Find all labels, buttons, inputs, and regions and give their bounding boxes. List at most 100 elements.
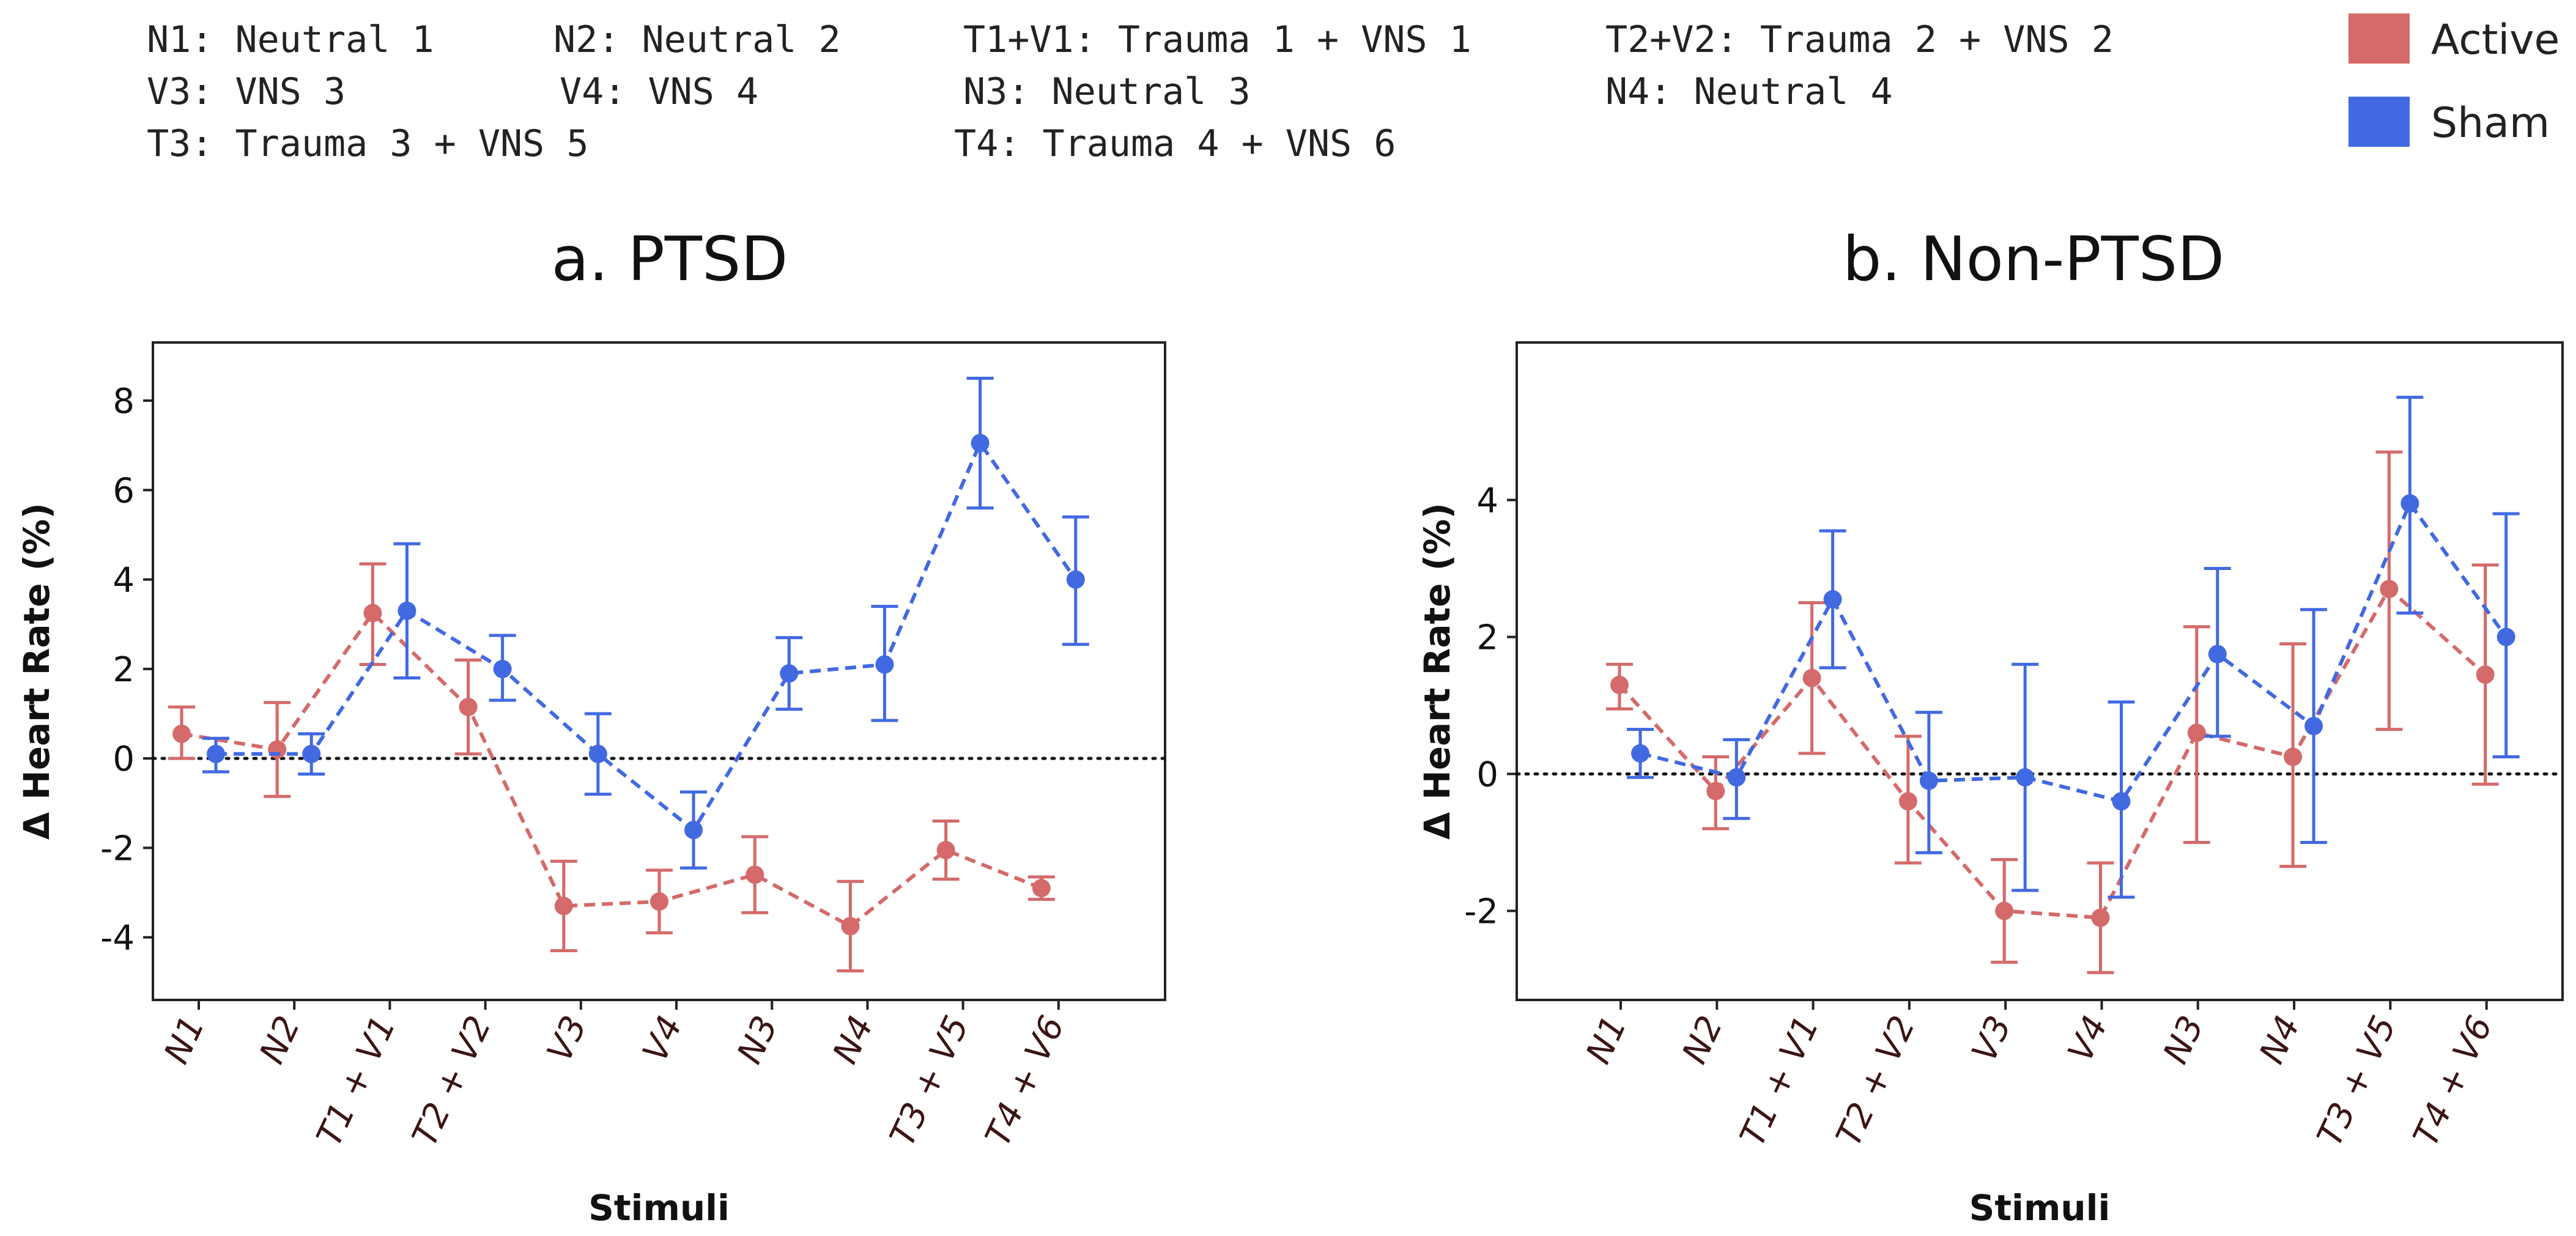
abbr-v4: V4: VNS 4 bbox=[560, 70, 758, 113]
abbr-n1: N1: Neutral 1 bbox=[147, 18, 434, 61]
legend: Active Sham bbox=[2348, 13, 2559, 147]
series-active bbox=[168, 562, 1055, 972]
x-tick-label: N2 bbox=[1675, 1010, 1731, 1070]
series-sham bbox=[1627, 396, 2520, 899]
abbr-t3: T3: Trauma 3 + VNS 5 bbox=[147, 122, 588, 165]
series-line-sham bbox=[1640, 500, 2508, 804]
data-point-sham bbox=[1919, 771, 1938, 790]
y-axis-label: Δ Heart Rate (%) bbox=[16, 503, 57, 840]
y-tick-label: 2 bbox=[113, 650, 135, 690]
series-sham bbox=[202, 377, 1089, 870]
data-point-sham bbox=[2400, 494, 2419, 513]
data-point-active bbox=[459, 698, 478, 717]
data-point-sham bbox=[1066, 570, 1085, 589]
x-tick-label: T2 + V2 bbox=[1829, 1010, 1923, 1152]
abbr-n2: N2: Neutral 2 bbox=[553, 18, 841, 61]
y-tick-label: 6 bbox=[113, 471, 135, 511]
data-point-sham bbox=[1823, 590, 1842, 609]
data-point-sham bbox=[493, 659, 512, 678]
data-point-active bbox=[1610, 675, 1629, 694]
data-point-sham bbox=[684, 821, 703, 840]
abbreviation-key: N1: Neutral 1 N2: Neutral 2 T1+V1: Traum… bbox=[147, 18, 2114, 165]
y-tick-label: 2 bbox=[1476, 618, 1498, 658]
data-point-active bbox=[2187, 723, 2206, 742]
data-point-sham bbox=[971, 434, 990, 453]
abbr-v3: V3: VNS 3 bbox=[147, 70, 346, 113]
data-point-active bbox=[2091, 908, 2110, 927]
x-tick-label: N1 bbox=[1579, 1010, 1635, 1070]
data-point-active bbox=[268, 740, 287, 759]
abbr-t2v2: T2+V2: Trauma 2 + VNS 2 bbox=[1605, 18, 2114, 61]
x-tick-label: N2 bbox=[252, 1010, 308, 1070]
abbr-n4: N4: Neutral 4 bbox=[1605, 70, 1893, 113]
data-point-active bbox=[2284, 747, 2303, 766]
data-point-active bbox=[2380, 580, 2399, 599]
legend-swatch-sham bbox=[2348, 97, 2410, 147]
data-point-sham bbox=[302, 744, 321, 763]
abbr-n3: N3: Neutral 3 bbox=[963, 70, 1251, 113]
series-active bbox=[1606, 450, 2499, 974]
data-point-sham bbox=[2208, 645, 2227, 664]
x-tick-label: T4 + V6 bbox=[978, 1010, 1073, 1152]
x-tick-label: N1 bbox=[157, 1010, 213, 1070]
data-point-active bbox=[746, 865, 764, 884]
data-point-active bbox=[650, 892, 668, 911]
data-point-active bbox=[1032, 879, 1051, 898]
x-tick-label: N3 bbox=[2156, 1010, 2212, 1070]
legend-label-active: Active bbox=[2431, 16, 2559, 64]
data-point-active bbox=[1706, 782, 1725, 801]
x-tick-label: N3 bbox=[730, 1010, 786, 1070]
panel-title-non-ptsd: b. Non-PTSD bbox=[1843, 223, 2224, 295]
x-tick-label: T3 + V5 bbox=[2310, 1010, 2405, 1152]
y-tick-label: -2 bbox=[1464, 892, 1498, 931]
y-tick-label: -2 bbox=[100, 829, 135, 868]
panel-ptsd: -4 -2 0 2 4 6 8 N1 N2 T1 + V1 T2 + V2 V3 V4 N3 N4 T3 + … bbox=[16, 341, 1167, 1229]
series-line-sham bbox=[216, 439, 1078, 833]
y-tick-label: -4 bbox=[100, 919, 135, 958]
series-line-active bbox=[1618, 586, 2487, 920]
data-point-sham bbox=[2016, 768, 2035, 787]
x-axis-label: Stimuli bbox=[588, 1187, 730, 1229]
data-point-sham bbox=[780, 664, 799, 683]
data-point-active bbox=[363, 604, 382, 623]
y-tick-label: 4 bbox=[1476, 481, 1498, 521]
data-point-active bbox=[841, 917, 860, 936]
x-tick-label: T2 + V2 bbox=[405, 1010, 500, 1152]
data-point-active bbox=[1995, 901, 2014, 920]
x-tick-label: T3 + V5 bbox=[883, 1010, 977, 1152]
data-point-sham bbox=[1631, 744, 1649, 763]
data-point-active bbox=[172, 724, 191, 743]
abbr-t1v1: T1+V1: Trauma 1 + VNS 1 bbox=[963, 18, 1471, 61]
plot-frame bbox=[152, 341, 1166, 1001]
panel-non-ptsd: -2 0 2 4 N1 N2 T1 + V1 T2 + V2 V3 V4 N3 N4 T3 + V5 T4… bbox=[1416, 341, 2564, 1229]
data-point-sham bbox=[207, 744, 225, 763]
x-tick-label: V3 bbox=[539, 1010, 594, 1067]
plot-frame bbox=[1516, 341, 2564, 1001]
y-tick-label: 0 bbox=[1476, 755, 1498, 794]
x-tick-label: T1 + V1 bbox=[309, 1010, 404, 1152]
x-tick-label: T4 + V6 bbox=[2406, 1010, 2501, 1152]
data-point-active bbox=[1898, 792, 1917, 811]
series-line-active bbox=[181, 610, 1042, 928]
data-point-sham bbox=[1727, 768, 1746, 787]
data-point-active bbox=[2476, 665, 2495, 684]
data-point-active bbox=[554, 897, 573, 916]
panel-title-ptsd: a. PTSD bbox=[552, 223, 788, 295]
data-point-sham bbox=[2112, 792, 2131, 811]
y-tick-label: 8 bbox=[113, 382, 135, 421]
x-tick-label: T1 + V1 bbox=[1733, 1010, 1827, 1152]
x-tick-label: N4 bbox=[2252, 1010, 2308, 1070]
data-point-active bbox=[936, 841, 955, 860]
data-point-sham bbox=[398, 601, 416, 620]
data-point-sham bbox=[2496, 627, 2515, 646]
x-tick-label: N4 bbox=[825, 1010, 881, 1070]
data-point-sham bbox=[2304, 717, 2323, 736]
legend-label-sham: Sham bbox=[2431, 99, 2550, 147]
x-tick-label: V4 bbox=[635, 1010, 690, 1067]
y-tick-label: 0 bbox=[113, 739, 135, 779]
x-axis-label: Stimuli bbox=[1969, 1187, 2111, 1229]
x-tick-label: V4 bbox=[2060, 1010, 2115, 1067]
legend-swatch-active bbox=[2348, 13, 2410, 64]
data-point-active bbox=[1802, 668, 1821, 687]
